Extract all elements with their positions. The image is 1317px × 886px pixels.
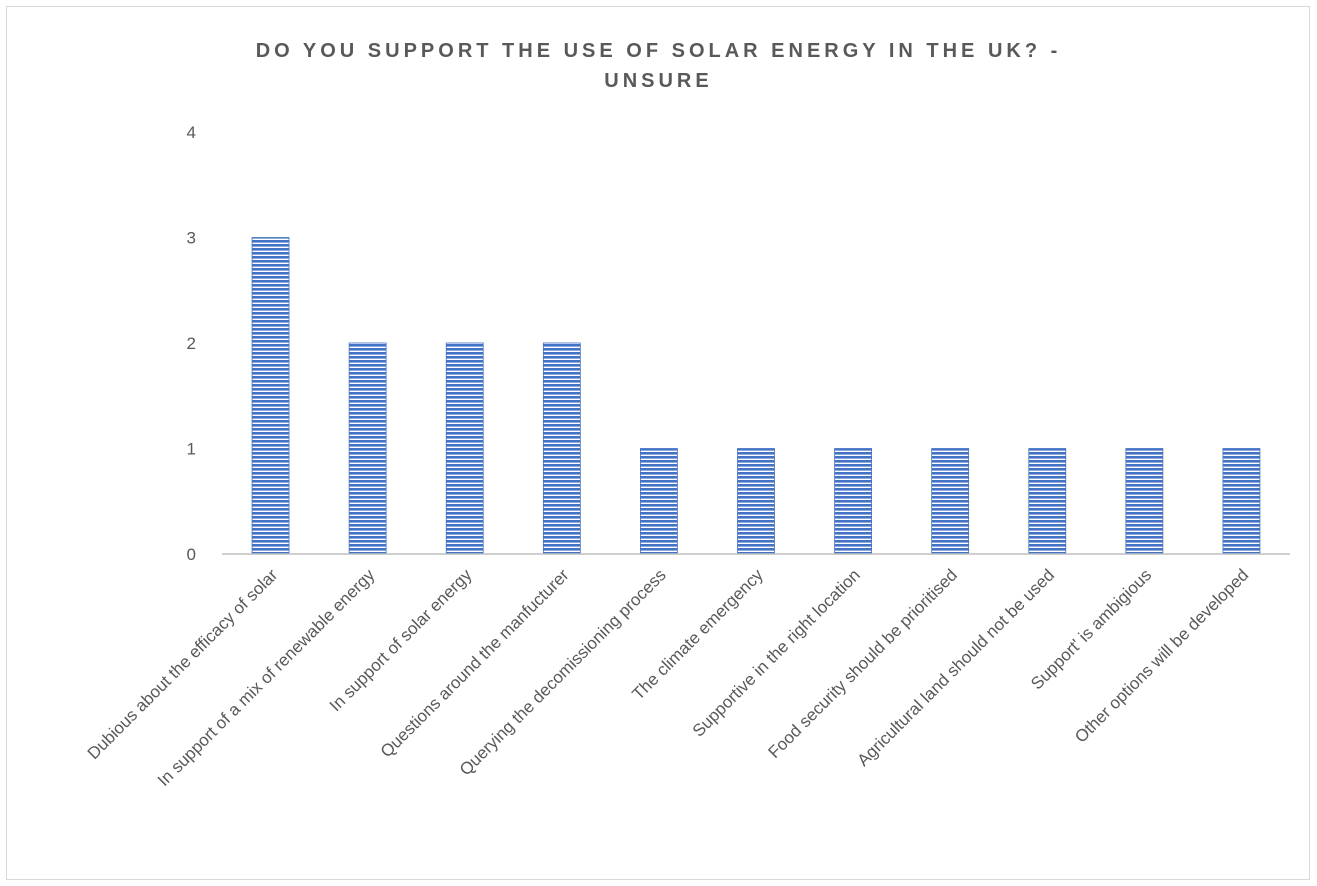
bar: [834, 448, 872, 555]
x-category-label: Questions around the manfucturer: [377, 565, 573, 761]
bar: [640, 448, 678, 555]
x-category-label: Dubious about the efficacy of solar: [84, 565, 282, 763]
x-category-label: Food security should be prioritised: [764, 565, 961, 762]
bar: [1125, 448, 1164, 555]
x-category-label: Querying the decomissioning process: [456, 565, 670, 779]
x-category-label: In support of a mix of renewable energy: [154, 565, 379, 790]
chart-title: DO YOU SUPPORT THE USE OF SOLAR ENERGY I…: [0, 36, 1317, 96]
chart-title-line-1: DO YOU SUPPORT THE USE OF SOLAR ENERGY I…: [255, 40, 1062, 62]
bar: [1028, 448, 1067, 555]
bar: [348, 342, 387, 555]
y-tick-label: 2: [187, 334, 196, 353]
y-tick-label: 4: [187, 123, 196, 142]
x-category-label: Agricultural land should not be used: [854, 565, 1059, 770]
x-category-label: Supportive in the right location: [689, 565, 864, 740]
x-category-label: Other options will be developed: [1071, 565, 1252, 746]
bar: [931, 448, 970, 555]
y-axis-labels: 0 1 2 3 4: [187, 123, 196, 564]
bar: [737, 448, 775, 555]
bar: [445, 342, 484, 555]
chart-title-line-2: UNSURE: [604, 70, 713, 92]
bars: [251, 237, 1261, 555]
bar: [251, 237, 290, 555]
chart-frame: [6, 6, 1310, 880]
y-tick-label: 0: [187, 545, 196, 564]
bar: [542, 342, 581, 555]
y-tick-label: 1: [187, 440, 196, 459]
y-tick-label: 3: [187, 229, 196, 248]
bar: [1222, 448, 1261, 555]
